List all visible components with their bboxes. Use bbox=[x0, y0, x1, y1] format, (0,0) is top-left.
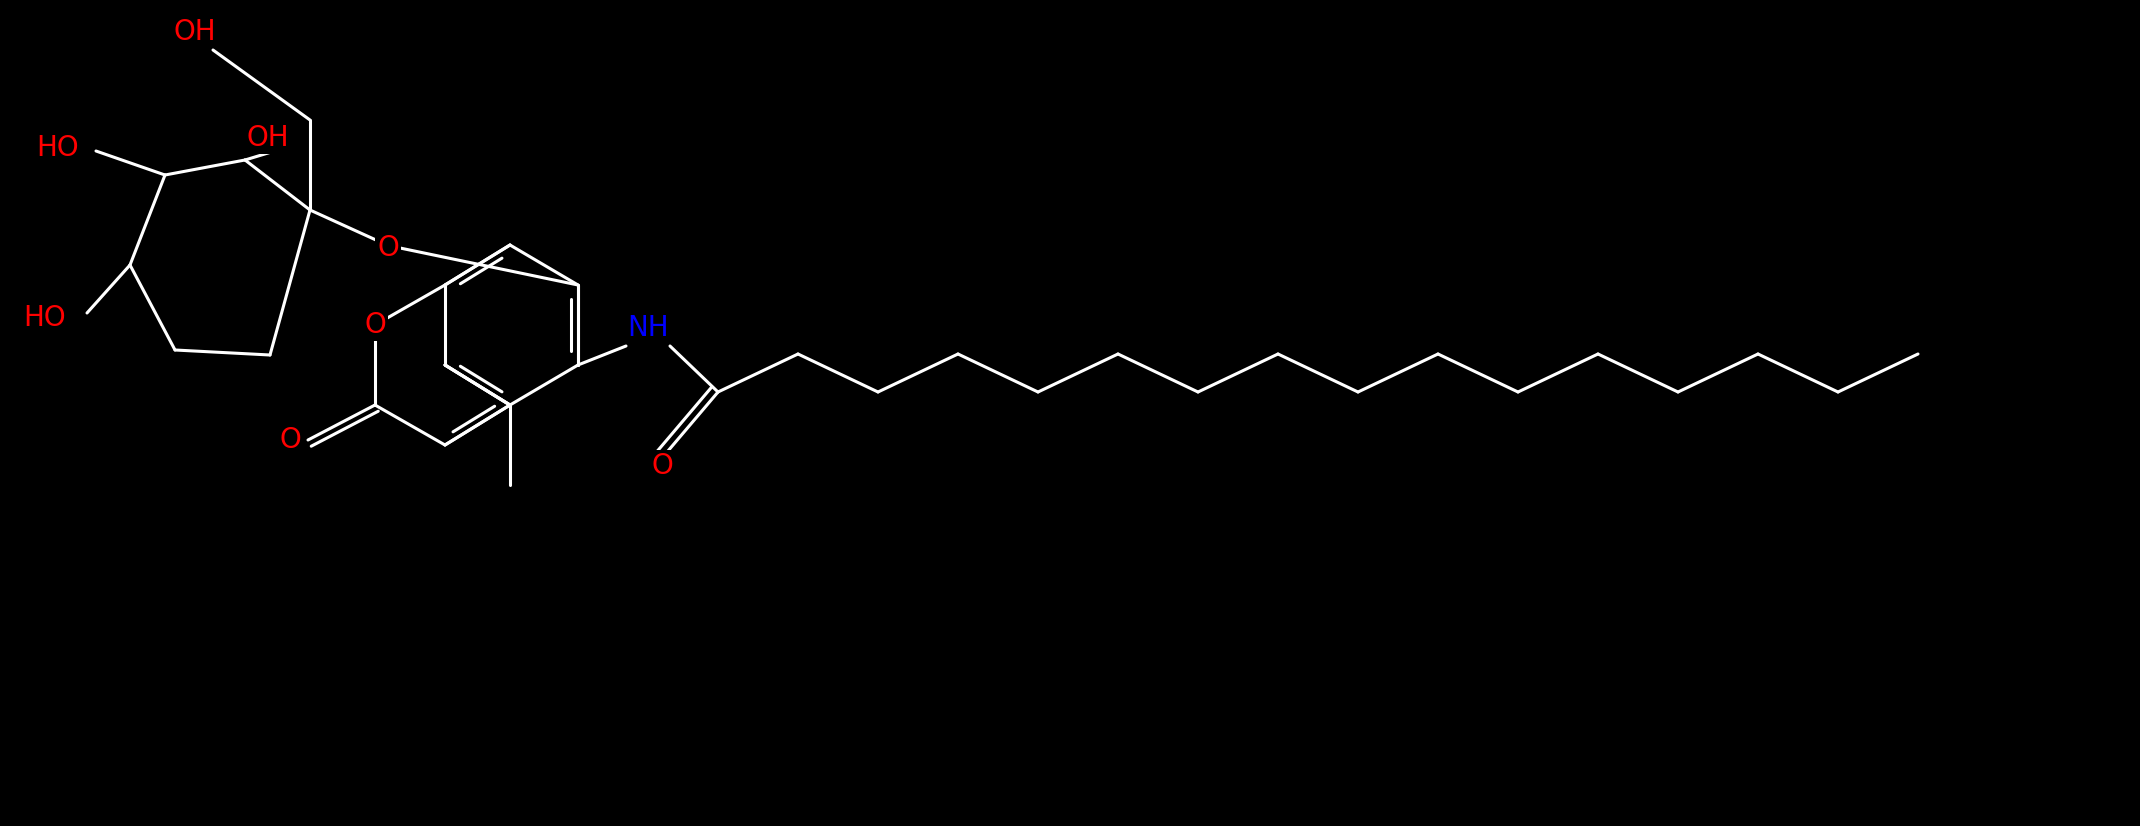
Text: O: O bbox=[364, 311, 385, 339]
Text: HO: HO bbox=[36, 134, 79, 162]
Text: HO: HO bbox=[24, 304, 66, 332]
Text: O: O bbox=[377, 234, 398, 262]
Text: O: O bbox=[651, 452, 672, 480]
Text: NH: NH bbox=[627, 314, 670, 342]
Text: O: O bbox=[278, 426, 302, 454]
Text: OH: OH bbox=[246, 124, 289, 152]
Text: OH: OH bbox=[173, 18, 216, 46]
